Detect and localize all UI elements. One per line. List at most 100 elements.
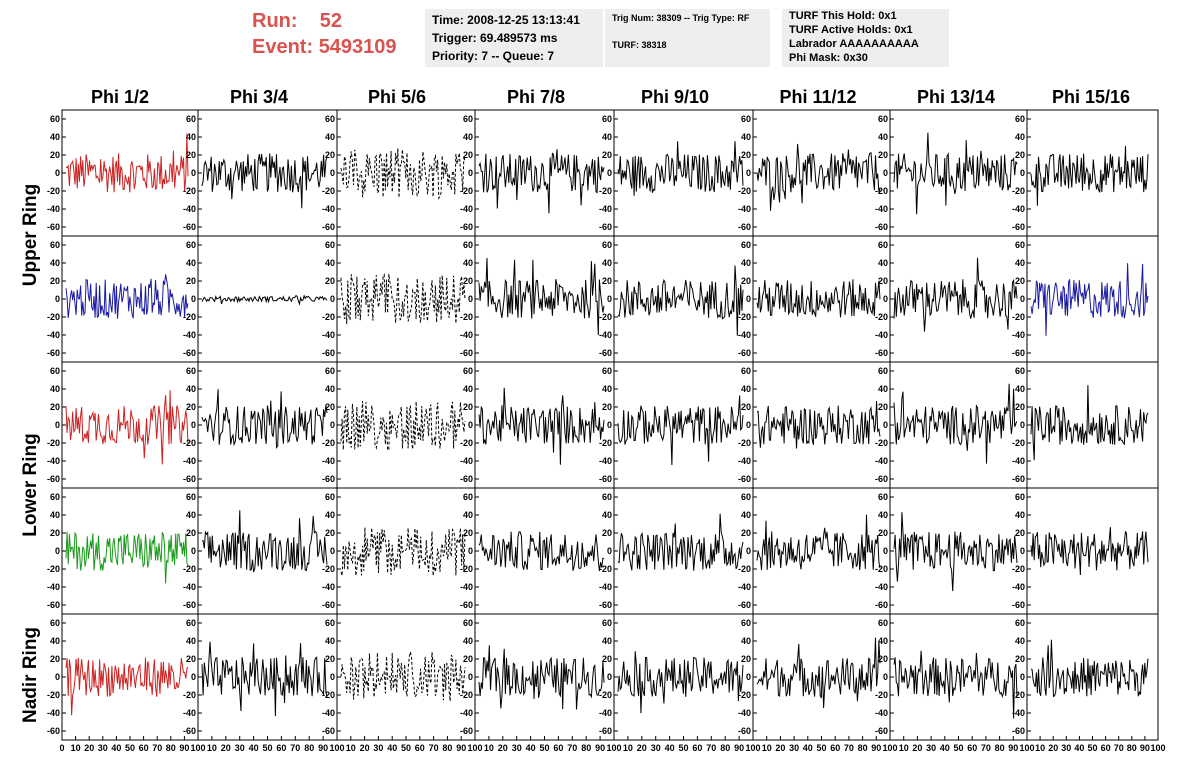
x-tick-label: 10 [71,743,81,753]
x-tick-label: 10 [899,743,909,753]
event-label: Event: [252,36,314,58]
x-tick-label: 60 [967,743,977,753]
y-tick-label: 20 [1015,402,1025,412]
y-tick-label: 20 [186,654,196,664]
x-tick-label: 80 [166,743,176,753]
y-tick-label: -60 [183,474,196,484]
waveform-r4-c6 [756,514,881,571]
y-tick-label: 0 [191,420,196,430]
y-tick-label: 40 [325,636,335,646]
y-tick-label: -40 [460,330,473,340]
y-tick-label: -60 [738,222,751,232]
y-tick-label: -40 [183,708,196,718]
x-tick-label: 80 [442,743,452,753]
waveform-r1-c3 [340,148,466,200]
y-tick-label: 0 [607,672,612,682]
y-tick-label: 0 [330,168,335,178]
y-tick-label: -60 [738,348,751,358]
y-tick-label: -60 [460,726,473,736]
x-tick-label: 40 [526,743,536,753]
y-tick-label: -60 [47,600,60,610]
y-tick-label: -40 [183,456,196,466]
y-tick-label: -40 [1012,456,1025,466]
x-tick-label: 70 [1114,743,1124,753]
panel-frame [197,487,338,615]
y-tick-label: -40 [47,204,60,214]
y-tick-label: -20 [47,690,60,700]
panel-frame [336,235,476,363]
y-tick-label: -40 [460,204,473,214]
y-tick-label: 20 [741,402,751,412]
y-tick-label: -60 [599,600,612,610]
y-tick-label: 40 [186,636,196,646]
y-tick-label: 20 [602,528,612,538]
x-tick-label: 50 [539,743,549,753]
y-tick-label: 20 [325,150,335,160]
waveform-r2-c7 [893,257,1018,332]
waveform-r3-c2 [201,389,328,450]
run-label: Run: [252,10,298,32]
turf-active-text: TURF Active Holds: 0x1 [789,24,913,36]
waveform-r4-c5 [617,513,744,571]
y-tick-label: 60 [463,114,473,124]
y-tick-label: -40 [599,204,612,214]
waveform-r2-c1 [65,274,189,319]
x-tick-label: 70 [152,743,162,753]
y-tick-label: 60 [878,114,888,124]
waveform-r1-c2 [201,153,328,209]
y-tick-label: 60 [463,240,473,250]
waveform-r3-c3 [340,400,466,452]
y-tick-label: -40 [738,456,751,466]
y-tick-label: 20 [186,150,196,160]
y-tick-label: -20 [460,438,473,448]
y-tick-label: 60 [602,114,612,124]
y-tick-label: 0 [883,672,888,682]
y-tick-label: -20 [599,186,612,196]
x-tick-label: 60 [1101,743,1111,753]
run-value: 52 [319,10,343,32]
x-tick-label: 40 [803,743,813,753]
y-tick-label: 20 [1015,276,1025,286]
x-tick-label: 50 [401,743,411,753]
y-tick-label: 20 [186,276,196,286]
x-tick-label: 30 [98,743,108,753]
waveform-r3-c8 [1030,385,1149,461]
y-tick-label: 0 [468,168,473,178]
y-tick-label: 20 [50,150,60,160]
y-tick-label: -60 [183,348,196,358]
y-tick-label: -20 [183,312,196,322]
y-tick-label: -60 [875,222,888,232]
x-tick-label: 90 [318,743,328,753]
y-tick-label: 40 [602,258,612,268]
y-tick-label: 60 [602,492,612,502]
x-tick-label: 80 [1127,743,1137,753]
column-header-phi-7-8: Phi 7/8 [506,87,566,107]
x-tick-label: 30 [651,743,661,753]
x-tick-label: 100 [190,743,205,753]
y-tick-label: 40 [186,510,196,520]
waveform-r3-c1 [65,390,189,465]
y-tick-label: -60 [183,726,196,736]
x-tick-label: 90 [871,743,881,753]
y-tick-label: -60 [322,726,335,736]
y-tick-label: 40 [602,384,612,394]
y-tick-label: -20 [183,690,196,700]
trigger-text: Trigger: 69.489573 ms [432,31,558,45]
y-tick-label: -40 [322,204,335,214]
y-tick-label: 0 [607,420,612,430]
y-tick-label: 60 [602,618,612,628]
y-tick-label: 0 [330,672,335,682]
y-tick-label: -20 [1012,312,1025,322]
x-tick-label: 100 [606,743,621,753]
y-tick-label: -20 [183,438,196,448]
y-tick-label: -60 [1012,474,1025,484]
y-tick-label: -60 [875,474,888,484]
y-tick-label: -20 [738,312,751,322]
y-tick-label: 0 [883,168,888,178]
y-tick-label: -60 [1012,726,1025,736]
x-tick-label: 90 [734,743,744,753]
y-tick-label: -40 [1012,330,1025,340]
y-tick-label: 20 [325,654,335,664]
x-tick-label: 80 [858,743,868,753]
x-tick-label: 10 [484,743,494,753]
